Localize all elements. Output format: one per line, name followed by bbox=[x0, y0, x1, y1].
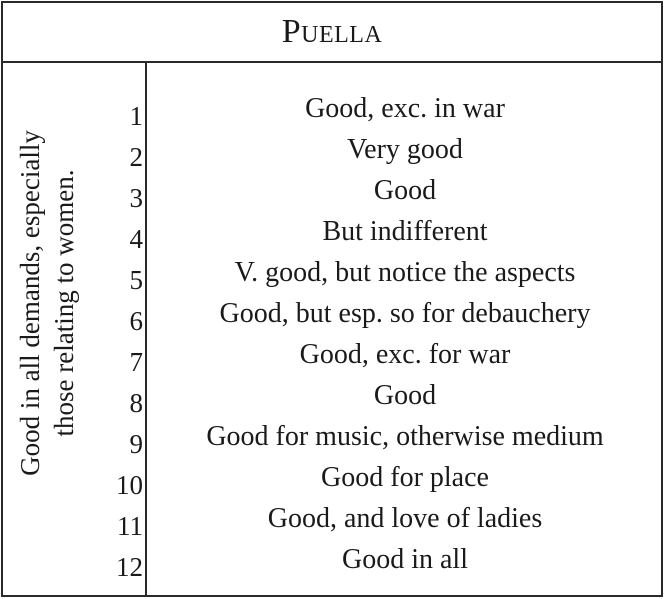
table-row: 10 Good for place bbox=[3, 457, 661, 500]
row-text: Good for place bbox=[321, 462, 489, 493]
side-note-cell bbox=[3, 61, 147, 597]
table-row: 11 Good, and love of ladies bbox=[3, 498, 661, 541]
row-text: Good bbox=[373, 380, 437, 411]
row-text: Very good bbox=[347, 134, 463, 165]
table-row: 4 But indifferent bbox=[3, 211, 661, 254]
table-row: 12 Good in all bbox=[3, 539, 661, 582]
row-number: 1 bbox=[129, 101, 144, 131]
row-text: Good, exc. in war bbox=[305, 93, 505, 124]
table-row: 6 Good, but esp. so for debauchery bbox=[3, 293, 661, 336]
table-row: 3 Good bbox=[3, 170, 661, 213]
row-number: 9 bbox=[129, 429, 144, 459]
table-row: 1 Good, exc. in war bbox=[3, 88, 661, 131]
table-row: 2 Very good bbox=[3, 129, 661, 172]
row-number: 6 bbox=[129, 306, 144, 336]
row-number: 8 bbox=[129, 388, 144, 418]
table-row: 7 Good, exc. for war bbox=[3, 334, 661, 377]
row-text: Good, and love of ladies bbox=[267, 503, 543, 534]
row-text: But indifferent bbox=[322, 216, 488, 247]
row-number: 12 bbox=[116, 552, 143, 582]
row-text: Good in all bbox=[342, 544, 468, 575]
table-title: Puella bbox=[3, 3, 661, 63]
row-number: 4 bbox=[129, 224, 144, 254]
table-row: 9 Good for music, otherwise medium bbox=[3, 416, 661, 459]
row-number: 10 bbox=[116, 470, 143, 500]
row-text: Good, exc. for war bbox=[299, 339, 511, 370]
row-number: 5 bbox=[129, 265, 144, 295]
row-text: Good bbox=[373, 175, 437, 206]
row-number: 2 bbox=[129, 142, 144, 172]
row-text: V. good, but notice the aspects bbox=[234, 257, 576, 288]
table-row: 8 Good bbox=[3, 375, 661, 418]
row-number: 11 bbox=[117, 511, 143, 541]
row-number: 7 bbox=[129, 347, 144, 377]
row-number: 3 bbox=[129, 183, 144, 213]
row-text: Good, but esp. so for debauchery bbox=[219, 298, 591, 329]
row-text: Good for music, otherwise medium bbox=[206, 421, 604, 452]
table-row: 5 V. good, but notice the aspects bbox=[3, 252, 661, 295]
